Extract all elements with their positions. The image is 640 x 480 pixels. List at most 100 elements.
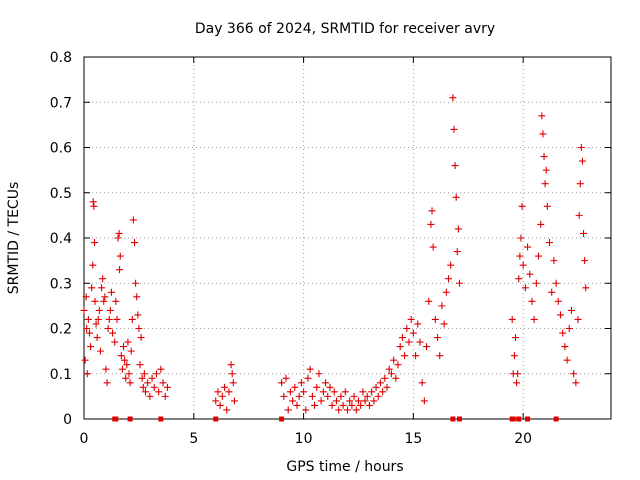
- data-point: [126, 379, 134, 387]
- y-tick-label: 0.4: [50, 231, 72, 247]
- data-point: [163, 383, 171, 391]
- data-point: [94, 315, 102, 323]
- axis-ticks: 0 0.1 0.2 0.3 0.4 0.5 0.6 0.7 0.8 0 5 10 15 20: [50, 50, 611, 447]
- data-point: [381, 374, 389, 382]
- data-point: [368, 388, 376, 396]
- data-point: [122, 374, 130, 382]
- data-point: [420, 397, 428, 405]
- data-point: [379, 388, 387, 396]
- data-point: [225, 388, 233, 396]
- data-point: [313, 383, 321, 391]
- data-point: [434, 334, 442, 342]
- zero-marker: [510, 416, 516, 422]
- data-point: [401, 352, 409, 360]
- data-point: [526, 270, 534, 278]
- data-point: [582, 284, 590, 292]
- data-point: [319, 388, 327, 396]
- data-point: [428, 207, 436, 215]
- data-point: [155, 388, 163, 396]
- data-point: [146, 392, 154, 400]
- data-point: [530, 315, 538, 323]
- data-point: [352, 406, 360, 414]
- data-point: [83, 325, 91, 332]
- data-point: [385, 365, 393, 373]
- data-point: [510, 352, 518, 360]
- data-point: [152, 370, 160, 378]
- y-axis-title: SRMTID / TECUs: [6, 182, 22, 295]
- data-point: [109, 329, 117, 337]
- data-point: [214, 388, 222, 396]
- data-point: [519, 261, 527, 269]
- data-point: [114, 234, 122, 242]
- data-point: [223, 406, 231, 414]
- data-point: [137, 334, 145, 342]
- data-point: [337, 392, 345, 400]
- data-point: [578, 157, 586, 165]
- data-point: [88, 284, 96, 292]
- data-points: [80, 94, 590, 422]
- data-point: [161, 392, 169, 400]
- data-point: [144, 379, 152, 387]
- data-point: [556, 311, 564, 319]
- y-tick-label: 0.6: [50, 141, 72, 157]
- data-point: [407, 315, 415, 323]
- data-point: [561, 343, 569, 351]
- data-point: [447, 261, 455, 269]
- data-point: [282, 374, 290, 382]
- data-point: [227, 361, 235, 369]
- data-point: [125, 370, 133, 378]
- data-point: [138, 374, 146, 382]
- data-point: [150, 383, 158, 391]
- data-point: [87, 343, 95, 351]
- zero-marker: [450, 416, 456, 422]
- data-point: [374, 392, 382, 400]
- data-point: [535, 252, 543, 260]
- data-point: [295, 392, 303, 400]
- data-point: [317, 397, 325, 405]
- data-point: [315, 370, 323, 378]
- data-point: [546, 239, 554, 247]
- data-point: [409, 329, 417, 337]
- data-point: [230, 397, 238, 405]
- zero-marker: [127, 416, 133, 422]
- data-point: [515, 275, 523, 283]
- data-point: [412, 352, 420, 360]
- data-point: [134, 311, 142, 319]
- zero-marker: [525, 416, 531, 422]
- data-point: [576, 180, 584, 188]
- data-point: [554, 297, 562, 305]
- zero-marker: [516, 416, 522, 422]
- data-point: [140, 370, 148, 378]
- data-point: [357, 401, 365, 409]
- data-point: [81, 356, 89, 364]
- data-point: [127, 347, 135, 355]
- data-point: [565, 325, 573, 332]
- zero-marker: [158, 416, 164, 422]
- y-tick-label: 0.5: [50, 186, 72, 202]
- data-point: [98, 284, 106, 292]
- data-point: [538, 112, 546, 120]
- x-tick-label: 15: [404, 431, 422, 447]
- data-point: [132, 279, 140, 287]
- data-point: [548, 288, 556, 296]
- data-point: [136, 361, 144, 369]
- data-point: [92, 320, 100, 328]
- data-point: [129, 216, 137, 224]
- data-point: [451, 162, 459, 170]
- data-point: [427, 220, 435, 228]
- data-point: [228, 370, 236, 378]
- data-point: [511, 334, 519, 342]
- data-point: [106, 306, 114, 314]
- data-point: [159, 379, 167, 387]
- data-point: [403, 325, 411, 332]
- data-point: [128, 315, 136, 323]
- data-point: [359, 388, 367, 396]
- data-point: [348, 401, 356, 409]
- data-point: [291, 383, 299, 391]
- data-point: [326, 383, 334, 391]
- y-tick-label: 0.8: [50, 50, 72, 66]
- y-tick-label: 0.1: [50, 367, 72, 383]
